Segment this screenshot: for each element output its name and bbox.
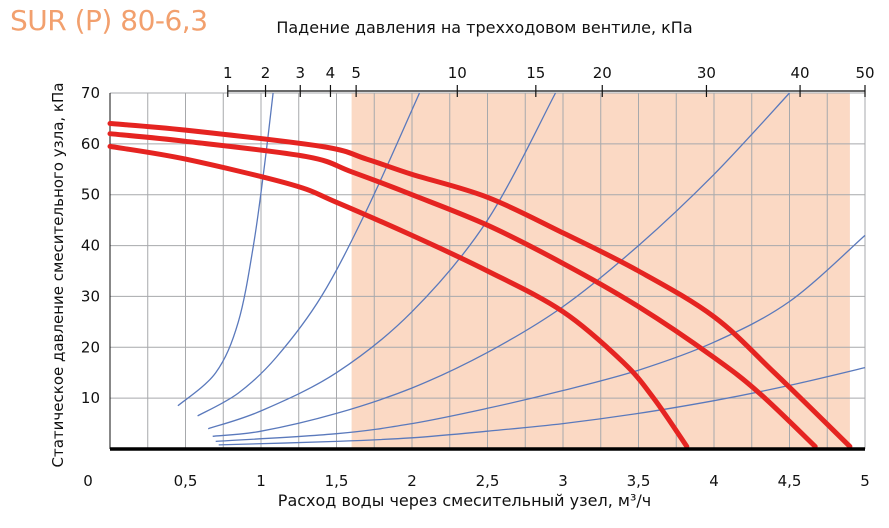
y-tick-label: 30	[81, 287, 100, 305]
y-tick-label: 10	[81, 389, 100, 407]
valve-curve-5	[215, 234, 866, 443]
top-tick-label: 50	[855, 64, 874, 82]
x-tick-label: 1	[256, 472, 266, 490]
pump-curve-3	[107, 121, 853, 449]
pump-curve-1	[107, 143, 690, 449]
x-tick-label: 2	[407, 472, 417, 490]
top-tick-label: 20	[593, 64, 612, 82]
top-tick-label: 40	[791, 64, 810, 82]
x-axis-title: Расход воды через смесительный узел, м³/…	[277, 491, 652, 510]
x-tick-label: 3,5	[627, 472, 651, 490]
valve-curve-6	[218, 366, 866, 446]
top-tick-label: 15	[526, 64, 545, 82]
top-tick-label: 5	[351, 64, 361, 82]
valve-curve-1	[177, 92, 274, 407]
top-tick-label: 1	[223, 64, 233, 82]
top-tick-label: 4	[326, 64, 336, 82]
valve-curve-3	[207, 92, 557, 430]
x-tick-label: 4,5	[778, 472, 802, 490]
top-tick-label: 10	[448, 64, 467, 82]
x-tick-label: 0,5	[174, 472, 198, 490]
x-tick-label: 2,5	[476, 472, 500, 490]
brand-title: SUR (P) 80-6,3	[10, 4, 208, 37]
valve-curve-4	[212, 92, 790, 437]
x-tick-label: 1,5	[325, 472, 349, 490]
pump-curve-2	[107, 131, 818, 449]
x-tick-label: 0	[83, 472, 93, 490]
top-tick-label: 3	[295, 64, 305, 82]
x-tick-label: 5	[860, 472, 870, 490]
x-tick-label: 3	[558, 472, 568, 490]
x-tick-label: 4	[709, 472, 719, 490]
top-tick-label: 30	[697, 64, 716, 82]
y-tick-label: 70	[81, 84, 100, 102]
y-tick-label: 60	[81, 135, 100, 153]
y-tick-label: 20	[81, 338, 100, 356]
y-tick-label: 50	[81, 186, 100, 204]
y-tick-label: 40	[81, 237, 100, 255]
top-tick-label: 2	[261, 64, 271, 82]
top-axis-title: Падение давления на трехходовом вентиле,…	[276, 18, 693, 37]
valve-curve-2	[197, 92, 421, 417]
